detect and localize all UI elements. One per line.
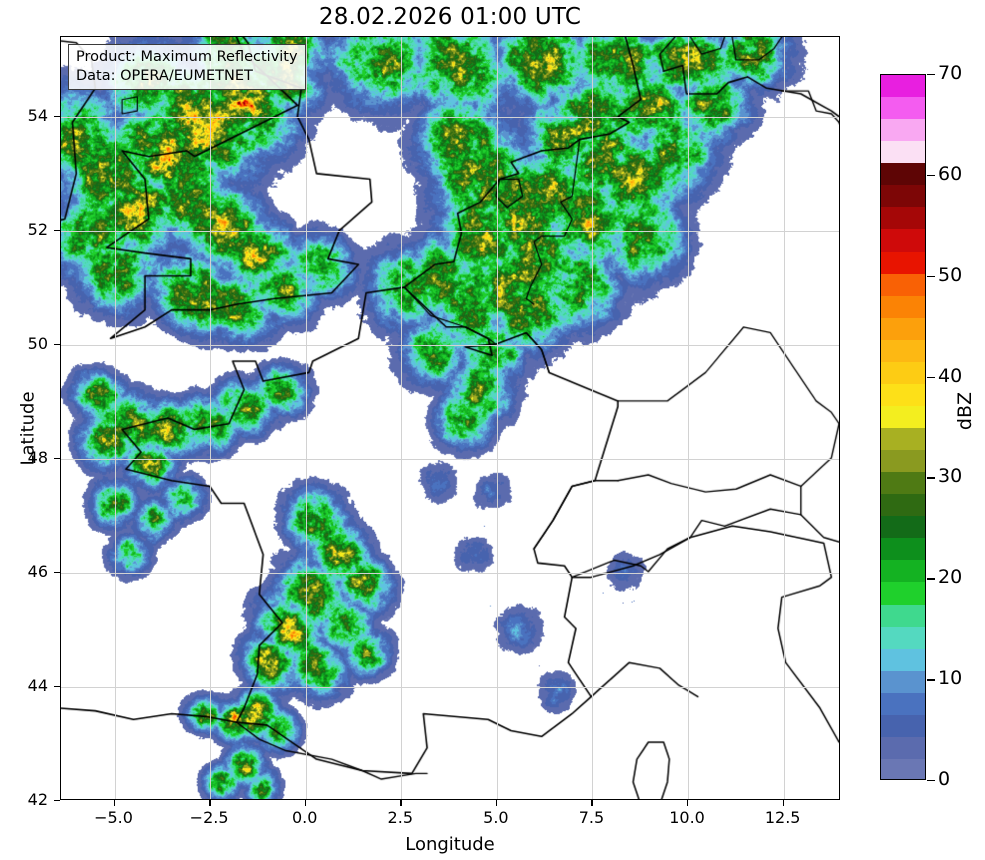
colorbar-band [881, 494, 925, 517]
colorbar-tick-label: 0 [938, 768, 951, 790]
colorbar-band [881, 185, 925, 208]
colorbar [880, 74, 926, 780]
y-tick-label: 48 [27, 447, 48, 467]
colorbar-band [881, 251, 925, 274]
x-tick-label: 7.5 [578, 808, 605, 827]
x-axis-title: Longitude [405, 834, 495, 855]
x-tick-label: −2.5 [189, 808, 229, 827]
colorbar-band [881, 692, 925, 715]
x-tick-label: 12.5 [764, 808, 801, 827]
info-product-line: Product: Maximum Reflectivity [76, 49, 298, 65]
x-tick-label: 10.0 [669, 808, 705, 827]
colorbar-tick-label: 20 [938, 566, 963, 589]
colorbar-tick [927, 679, 935, 681]
x-tick-label: 2.5 [387, 808, 413, 827]
radar-plot-area [60, 36, 840, 800]
y-tick [54, 457, 60, 460]
colorbar-band [881, 229, 925, 252]
colorbar-tick-label: 10 [938, 667, 963, 690]
colorbar-tick [927, 376, 935, 378]
colorbar-tick-label: 40 [938, 364, 963, 387]
page-title: 28.02.2026 01:00 UTC [318, 4, 582, 30]
x-tick-label: 0.0 [291, 808, 318, 827]
y-tick [54, 571, 60, 574]
x-tick [113, 800, 115, 806]
y-tick-label: 44 [27, 675, 48, 695]
y-tick-label: 42 [27, 790, 48, 809]
x-tick-label: −5.0 [94, 808, 133, 827]
colorbar-tick [927, 780, 935, 782]
y-tick [54, 685, 60, 688]
colorbar-band [881, 450, 925, 473]
radar-reflectivity-field [61, 37, 839, 799]
x-tick [209, 800, 211, 806]
colorbar-band [881, 714, 925, 737]
info-data-line: Data: OPERA/EUMETNET [76, 67, 253, 84]
x-tick [495, 800, 498, 806]
y-tick [54, 115, 60, 118]
y-tick [54, 229, 60, 232]
colorbar-band [881, 295, 925, 318]
colorbar-band [881, 604, 925, 627]
colorbar-band [881, 119, 925, 142]
colorbar-band [881, 317, 925, 340]
colorbar-tick [927, 275, 935, 278]
colorbar-band [881, 472, 925, 495]
y-axis-title: Latitude [17, 391, 39, 466]
colorbar-band [881, 383, 925, 406]
x-tick [304, 800, 307, 806]
colorbar-tick [927, 477, 935, 479]
colorbar-band [881, 648, 925, 671]
colorbar-tick-label: 70 [938, 62, 963, 84]
colorbar-band [881, 207, 925, 230]
x-tick [400, 800, 402, 806]
colorbar-band [881, 361, 925, 384]
colorbar-tick-label: 50 [938, 263, 963, 286]
x-tick [782, 800, 785, 806]
colorbar-band [881, 758, 925, 779]
colorbar-band [881, 670, 925, 693]
y-tick [54, 343, 60, 346]
colorbar-band [881, 97, 925, 120]
colorbar-band [881, 560, 925, 583]
colorbar-band [881, 339, 925, 362]
y-tick [54, 800, 60, 802]
colorbar-band [881, 538, 925, 561]
colorbar-band [881, 736, 925, 759]
y-tick-label: 46 [27, 561, 48, 581]
colorbar-band [881, 75, 925, 98]
y-tick-label: 50 [27, 333, 48, 353]
x-tick [687, 800, 689, 806]
colorbar-band [881, 516, 925, 539]
colorbar-band [881, 163, 925, 186]
colorbar-tick [927, 74, 935, 76]
product-info-box: Product: Maximum Reflectivity Data: OPER… [68, 44, 306, 91]
colorbar-band [881, 405, 925, 428]
colorbar-title: dBZ [954, 391, 976, 431]
y-tick-label: 52 [27, 219, 48, 239]
colorbar-band [881, 141, 925, 164]
colorbar-tick-label: 30 [938, 465, 963, 488]
x-tick [591, 800, 593, 806]
colorbar-tick [927, 174, 935, 177]
colorbar-tick [927, 578, 935, 580]
colorbar-tick-label: 60 [938, 162, 963, 185]
colorbar-band [881, 273, 925, 296]
x-tick-label: 5.0 [483, 808, 509, 827]
colorbar-band [881, 582, 925, 605]
colorbar-band [881, 626, 925, 649]
colorbar-band [881, 428, 925, 451]
y-tick-label: 54 [27, 105, 48, 125]
